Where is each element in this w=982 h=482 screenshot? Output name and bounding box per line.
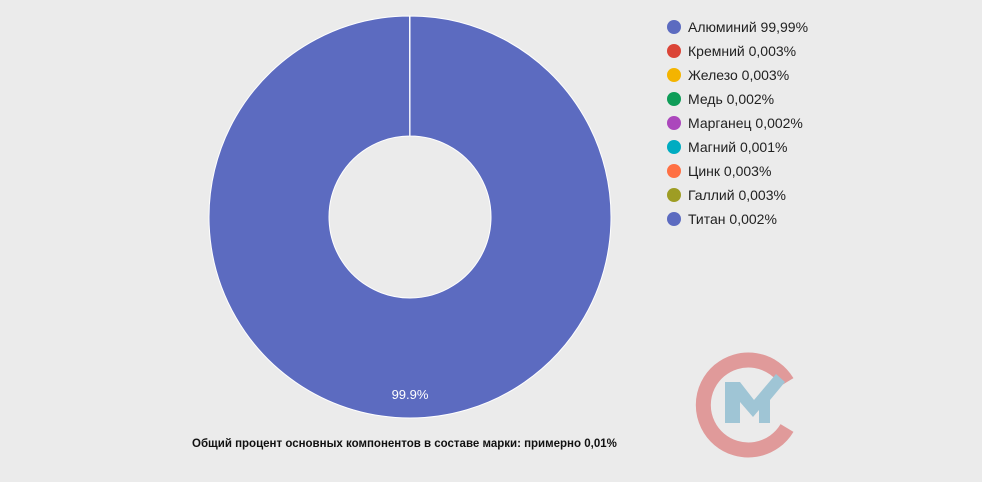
legend-label: Цинк 0,003% bbox=[688, 163, 772, 179]
legend-color-dot bbox=[667, 68, 681, 82]
logo bbox=[695, 352, 794, 458]
legend-color-dot bbox=[667, 212, 681, 226]
legend-color-dot bbox=[667, 20, 681, 34]
legend-label: Магний 0,001% bbox=[688, 139, 788, 155]
legend-item[interactable]: Титан 0,002% bbox=[667, 207, 808, 231]
logo-m-mark bbox=[725, 374, 785, 423]
legend-item[interactable]: Галлий 0,003% bbox=[667, 183, 808, 207]
slice-label: 99.9% bbox=[392, 387, 429, 402]
legend-label: Алюминий 99,99% bbox=[688, 19, 809, 35]
legend-item[interactable]: Марганец 0,002% bbox=[667, 111, 808, 135]
legend-label: Марганец 0,002% bbox=[688, 115, 803, 131]
legend-label: Галлий 0,003% bbox=[688, 187, 786, 203]
legend-color-dot bbox=[667, 188, 681, 202]
legend-color-dot bbox=[667, 44, 681, 58]
legend-item[interactable]: Алюминий 99,99% bbox=[667, 15, 808, 39]
legend-item[interactable]: Магний 0,001% bbox=[667, 135, 808, 159]
legend-label: Кремний 0,003% bbox=[688, 43, 797, 59]
legend-item[interactable]: Железо 0,003% bbox=[667, 63, 808, 87]
slice-Алюминий[interactable] bbox=[208, 15, 612, 419]
legend: Алюминий 99,99% Кремний 0,003% Железо 0,00… bbox=[667, 15, 808, 231]
logo-ring bbox=[695, 352, 794, 458]
legend-item[interactable]: Цинк 0,003% bbox=[667, 159, 808, 183]
chart-note: Общий процент основных компонентов в сос… bbox=[192, 438, 617, 450]
legend-item[interactable]: Кремний 0,003% bbox=[667, 39, 808, 63]
legend-label: Титан 0,002% bbox=[688, 211, 777, 227]
legend-color-dot bbox=[667, 164, 681, 178]
legend-item[interactable]: Медь 0,002% bbox=[667, 87, 808, 111]
legend-label: Железо 0,003% bbox=[688, 67, 790, 83]
legend-color-dot bbox=[667, 92, 681, 106]
legend-color-dot bbox=[667, 140, 681, 154]
legend-color-dot bbox=[667, 116, 681, 130]
legend-label: Медь 0,002% bbox=[688, 91, 775, 107]
